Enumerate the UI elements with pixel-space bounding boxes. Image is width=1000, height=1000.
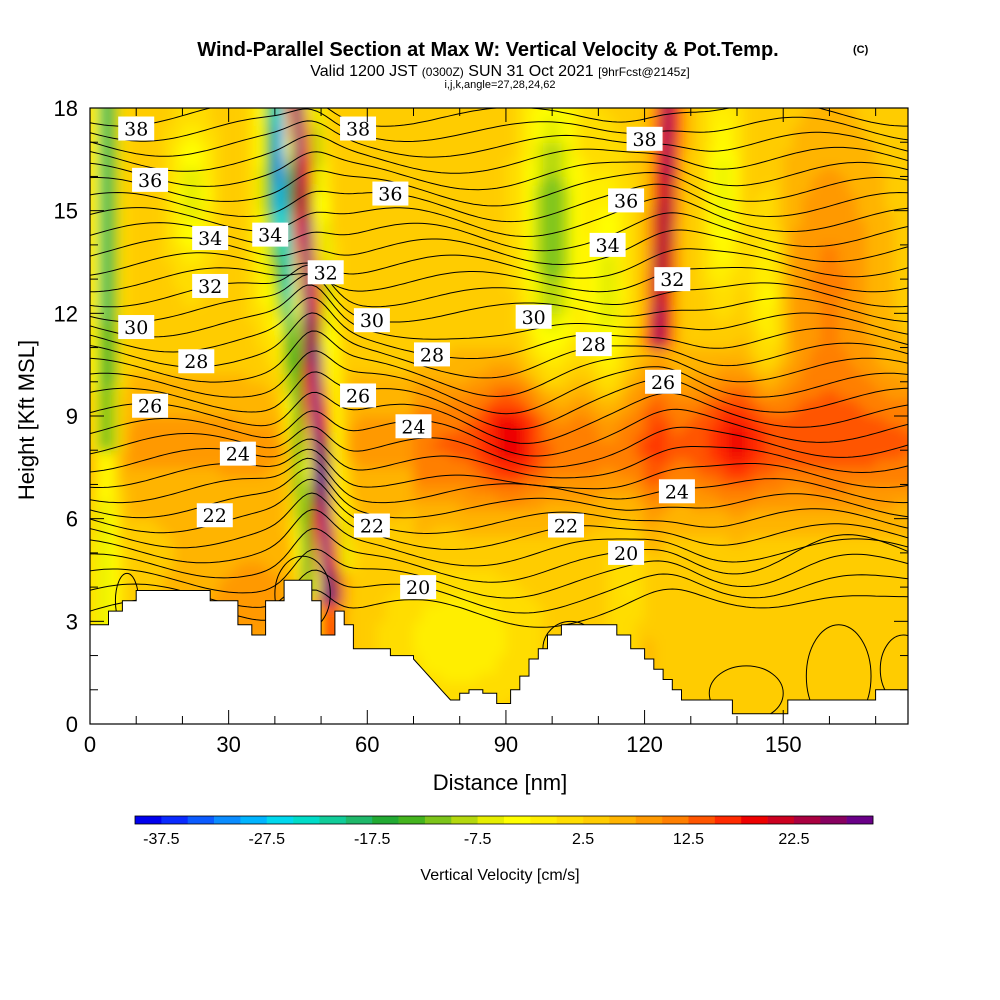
theta-contour-label: 32 bbox=[307, 260, 344, 285]
x-tick-label: 30 bbox=[216, 732, 240, 757]
subtitle-valid: Valid 1200 JST bbox=[310, 63, 418, 80]
theta-contour-label: 26 bbox=[340, 383, 377, 408]
theta-contour-label: 34 bbox=[589, 232, 626, 257]
theta-contour-label: 36 bbox=[132, 167, 169, 192]
theta-contour-label: 22 bbox=[353, 513, 390, 538]
colorbar-swatch bbox=[820, 816, 847, 824]
x-tick-label: 60 bbox=[355, 732, 379, 757]
colorbar-swatch bbox=[293, 816, 320, 824]
theta-contour-label: 20 bbox=[608, 540, 645, 565]
colorbar-swatch bbox=[556, 816, 584, 824]
colorbar-swatch bbox=[714, 816, 742, 824]
colorbar-tick-label: -37.5 bbox=[143, 831, 180, 848]
colorbar-swatch bbox=[504, 816, 531, 824]
colorbar-swatch bbox=[266, 816, 294, 824]
theta-contour-label: 36 bbox=[608, 188, 645, 213]
colorbar-swatch bbox=[398, 816, 426, 824]
colorbar-swatch bbox=[424, 816, 452, 824]
theta-contour-label: 38 bbox=[118, 116, 155, 141]
colorbar-tick-label: 22.5 bbox=[778, 831, 809, 848]
colorbar-tick-label: -17.5 bbox=[354, 831, 391, 848]
x-tick-label: 120 bbox=[626, 732, 663, 757]
colorbar-swatch bbox=[135, 816, 162, 824]
theta-contour-label: 26 bbox=[645, 369, 682, 394]
colorbar-swatch bbox=[161, 816, 189, 824]
colorbar-swatch bbox=[609, 816, 637, 824]
colorbar-swatch bbox=[793, 816, 821, 824]
theta-contour-label: 28 bbox=[575, 332, 612, 357]
colorbar-swatch bbox=[846, 816, 874, 824]
theta-contour-label: 30 bbox=[118, 315, 155, 340]
x-axis-label: Distance [nm] bbox=[433, 770, 568, 795]
colorbar-swatch bbox=[187, 816, 215, 824]
theta-contour-label: 32 bbox=[654, 267, 691, 292]
colorbar-swatch bbox=[530, 816, 558, 824]
theta-contour-label: 28 bbox=[178, 349, 215, 374]
colorbar-swatch bbox=[767, 816, 795, 824]
chart-title-mark: (C) bbox=[853, 44, 869, 56]
theta-contour-label: 34 bbox=[192, 226, 229, 251]
theta-contour-label: 36 bbox=[372, 181, 409, 206]
colorbar-swatch bbox=[345, 816, 373, 824]
colorbar-label: Vertical Velocity [cm/s] bbox=[420, 867, 579, 884]
colorbar-swatch bbox=[635, 816, 663, 824]
x-tick-label: 90 bbox=[494, 732, 518, 757]
theta-contour-label: 22 bbox=[196, 503, 233, 528]
theta-contour-label: 22 bbox=[548, 513, 585, 538]
contour-labels: 38 36 34 34 32 32 30 28 26 24 22 38 36 30 28 26 24 22 20 30… bbox=[118, 116, 695, 600]
theta-contour-label: 24 bbox=[219, 441, 256, 466]
colorbar-swatch bbox=[240, 816, 268, 824]
y-tick-label: 0 bbox=[66, 712, 78, 737]
chart-subtitle-2: i,j,k,angle=27,28,24,62 bbox=[444, 79, 555, 91]
y-tick-label: 18 bbox=[54, 96, 78, 121]
theta-contour-label: 24 bbox=[658, 479, 695, 504]
subtitle-date: SUN 31 Oct 2021 bbox=[468, 63, 594, 80]
terrain-mask bbox=[90, 579, 908, 724]
theta-contour-label: 38 bbox=[626, 126, 663, 151]
theta-contour-label: 30 bbox=[353, 308, 390, 333]
chart-subtitle: Valid 1200 JST (0300Z) SUN 31 Oct 2021 [… bbox=[310, 63, 689, 80]
plot-area: 38 36 34 34 32 32 30 28 26 24 22 38 36 30 28 26 24 22 20 30… bbox=[90, 108, 908, 724]
colorbar-swatch bbox=[741, 816, 768, 824]
colorbar-swatch bbox=[688, 816, 716, 824]
x-tick-label: 150 bbox=[765, 732, 802, 757]
x-tick-label: 0 bbox=[84, 732, 96, 757]
theta-contour-label: 34 bbox=[252, 222, 289, 247]
y-tick-label: 9 bbox=[66, 404, 78, 429]
colorbar-swatch bbox=[214, 816, 241, 824]
colorbar-swatch bbox=[319, 816, 347, 824]
y-tick-label: 3 bbox=[66, 609, 78, 634]
colorbar-tick-label: 12.5 bbox=[673, 831, 704, 848]
theta-contour-label: 30 bbox=[515, 304, 552, 329]
subtitle-utc: (0300Z) bbox=[422, 65, 464, 79]
colorbar-swatch bbox=[662, 816, 689, 824]
x-axis: 0 30 60 90 120 150 bbox=[84, 108, 877, 757]
colorbar-swatch bbox=[451, 816, 478, 824]
colorbar bbox=[134, 815, 874, 825]
colorbar-tick-label: 2.5 bbox=[572, 831, 594, 848]
y-axis-label: Height [Kft MSL] bbox=[14, 340, 39, 500]
subtitle-fcst: [9hrFcst@2145z] bbox=[598, 65, 690, 79]
y-tick-label: 12 bbox=[54, 301, 78, 326]
chart-title: Wind-Parallel Section at Max W: Vertical… bbox=[197, 39, 778, 61]
colorbar-ticks: -37.5 -27.5 -17.5 -7.5 2.5 12.5 22.5 bbox=[143, 831, 809, 848]
colorbar-swatch bbox=[583, 816, 610, 824]
theta-contour-label: 24 bbox=[395, 414, 432, 439]
theta-contour-label: 20 bbox=[400, 575, 437, 600]
colorbar-tick-label: -27.5 bbox=[249, 831, 286, 848]
colorbar-swatch bbox=[477, 816, 505, 824]
y-tick-label: 6 bbox=[66, 507, 78, 532]
theta-contour-label: 32 bbox=[192, 273, 229, 298]
theta-contour-label: 26 bbox=[132, 393, 169, 418]
colorbar-swatch bbox=[372, 816, 399, 824]
theta-contour-label: 28 bbox=[413, 342, 450, 367]
theta-contour-label: 38 bbox=[340, 116, 377, 141]
colorbar-tick-label: -7.5 bbox=[464, 831, 492, 848]
y-tick-label: 15 bbox=[54, 199, 78, 224]
